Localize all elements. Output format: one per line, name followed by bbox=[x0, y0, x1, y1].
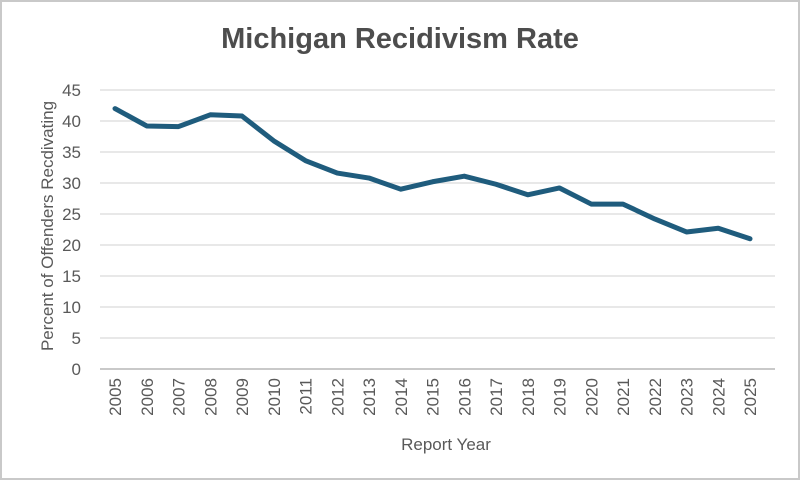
x-tick-label: 2018 bbox=[519, 378, 538, 416]
x-axis-title: Report Year bbox=[401, 435, 491, 454]
x-tick-label: 2019 bbox=[551, 378, 570, 416]
y-axis-title: Percent of Offenders Recdivating bbox=[38, 100, 57, 352]
y-tick-label: 0 bbox=[72, 360, 81, 379]
x-tick-label: 2020 bbox=[582, 378, 601, 416]
x-tick-label: 2022 bbox=[646, 378, 665, 416]
x-tick-label: 2010 bbox=[265, 378, 284, 416]
recidivism-rate-line bbox=[112, 106, 753, 242]
y-tick-label: 20 bbox=[62, 236, 81, 255]
y-tick-label: 35 bbox=[62, 143, 81, 162]
x-tick-label: 2013 bbox=[360, 378, 379, 416]
x-tick-label: 2009 bbox=[233, 378, 252, 416]
x-tick-label: 2023 bbox=[678, 378, 697, 416]
y-tick-label: 5 bbox=[72, 329, 81, 348]
x-tick-label: 2011 bbox=[297, 378, 316, 415]
x-tick-label: 2016 bbox=[455, 378, 474, 416]
x-tick-label: 2012 bbox=[328, 378, 347, 416]
chart-title: Michigan Recidivism Rate bbox=[221, 23, 579, 55]
x-tick-label: 2006 bbox=[138, 378, 157, 416]
x-tick-label: 2007 bbox=[170, 378, 189, 416]
y-tick-label: 30 bbox=[62, 174, 81, 193]
x-tick-label: 2024 bbox=[709, 378, 728, 416]
y-tick-label: 10 bbox=[62, 298, 81, 317]
x-tick-label: 2015 bbox=[424, 378, 443, 416]
x-tick-label: 2017 bbox=[487, 378, 506, 416]
x-tick-label: 2021 bbox=[614, 378, 633, 416]
x-tick-label: 2008 bbox=[201, 378, 220, 416]
x-tick-label: 2014 bbox=[392, 378, 411, 416]
x-tick-label: 2005 bbox=[106, 378, 125, 416]
x-tick-label: 2025 bbox=[741, 378, 760, 416]
y-tick-label: 45 bbox=[62, 81, 81, 100]
y-tick-label: 40 bbox=[62, 112, 81, 131]
y-tick-label: 25 bbox=[62, 205, 81, 224]
y-tick-label: 15 bbox=[62, 267, 81, 286]
